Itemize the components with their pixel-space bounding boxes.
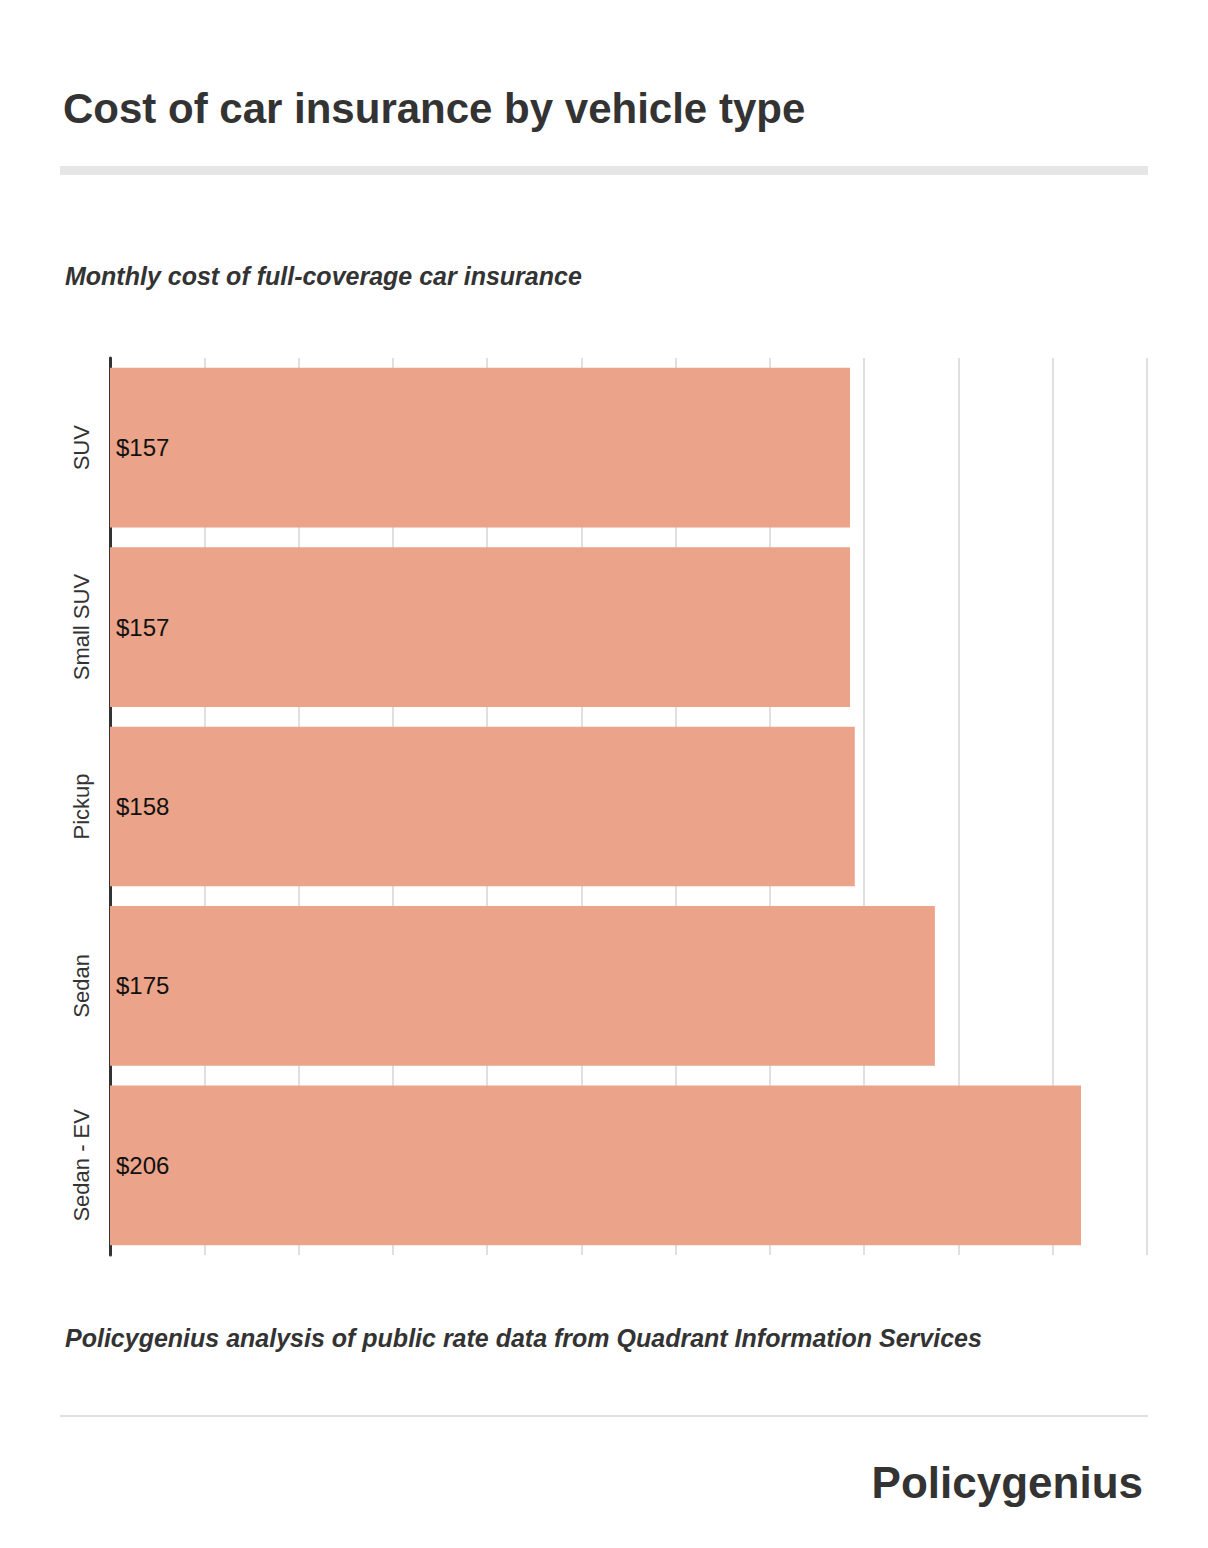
svg-text:Policygenius analysis of publi: Policygenius analysis of public rate dat… <box>65 1324 982 1352</box>
svg-text:Small SUV: Small SUV <box>69 574 94 681</box>
svg-text:$157: $157 <box>116 434 169 461</box>
svg-text:Sedan - EV: Sedan - EV <box>69 1109 94 1222</box>
svg-text:$158: $158 <box>116 793 169 820</box>
svg-text:Policygenius: Policygenius <box>872 1458 1143 1507</box>
svg-text:$157: $157 <box>116 614 169 641</box>
svg-text:Monthly cost of full-coverage: Monthly cost of full-coverage car insura… <box>65 262 582 290</box>
svg-text:Pickup: Pickup <box>69 773 94 839</box>
svg-text:$206: $206 <box>116 1152 169 1179</box>
svg-text:SUV: SUV <box>69 425 94 471</box>
svg-text:Sedan: Sedan <box>69 954 94 1018</box>
svg-text:$175: $175 <box>116 972 169 999</box>
svg-text:Cost of car insurance by vehic: Cost of car insurance by vehicle type <box>63 85 805 132</box>
